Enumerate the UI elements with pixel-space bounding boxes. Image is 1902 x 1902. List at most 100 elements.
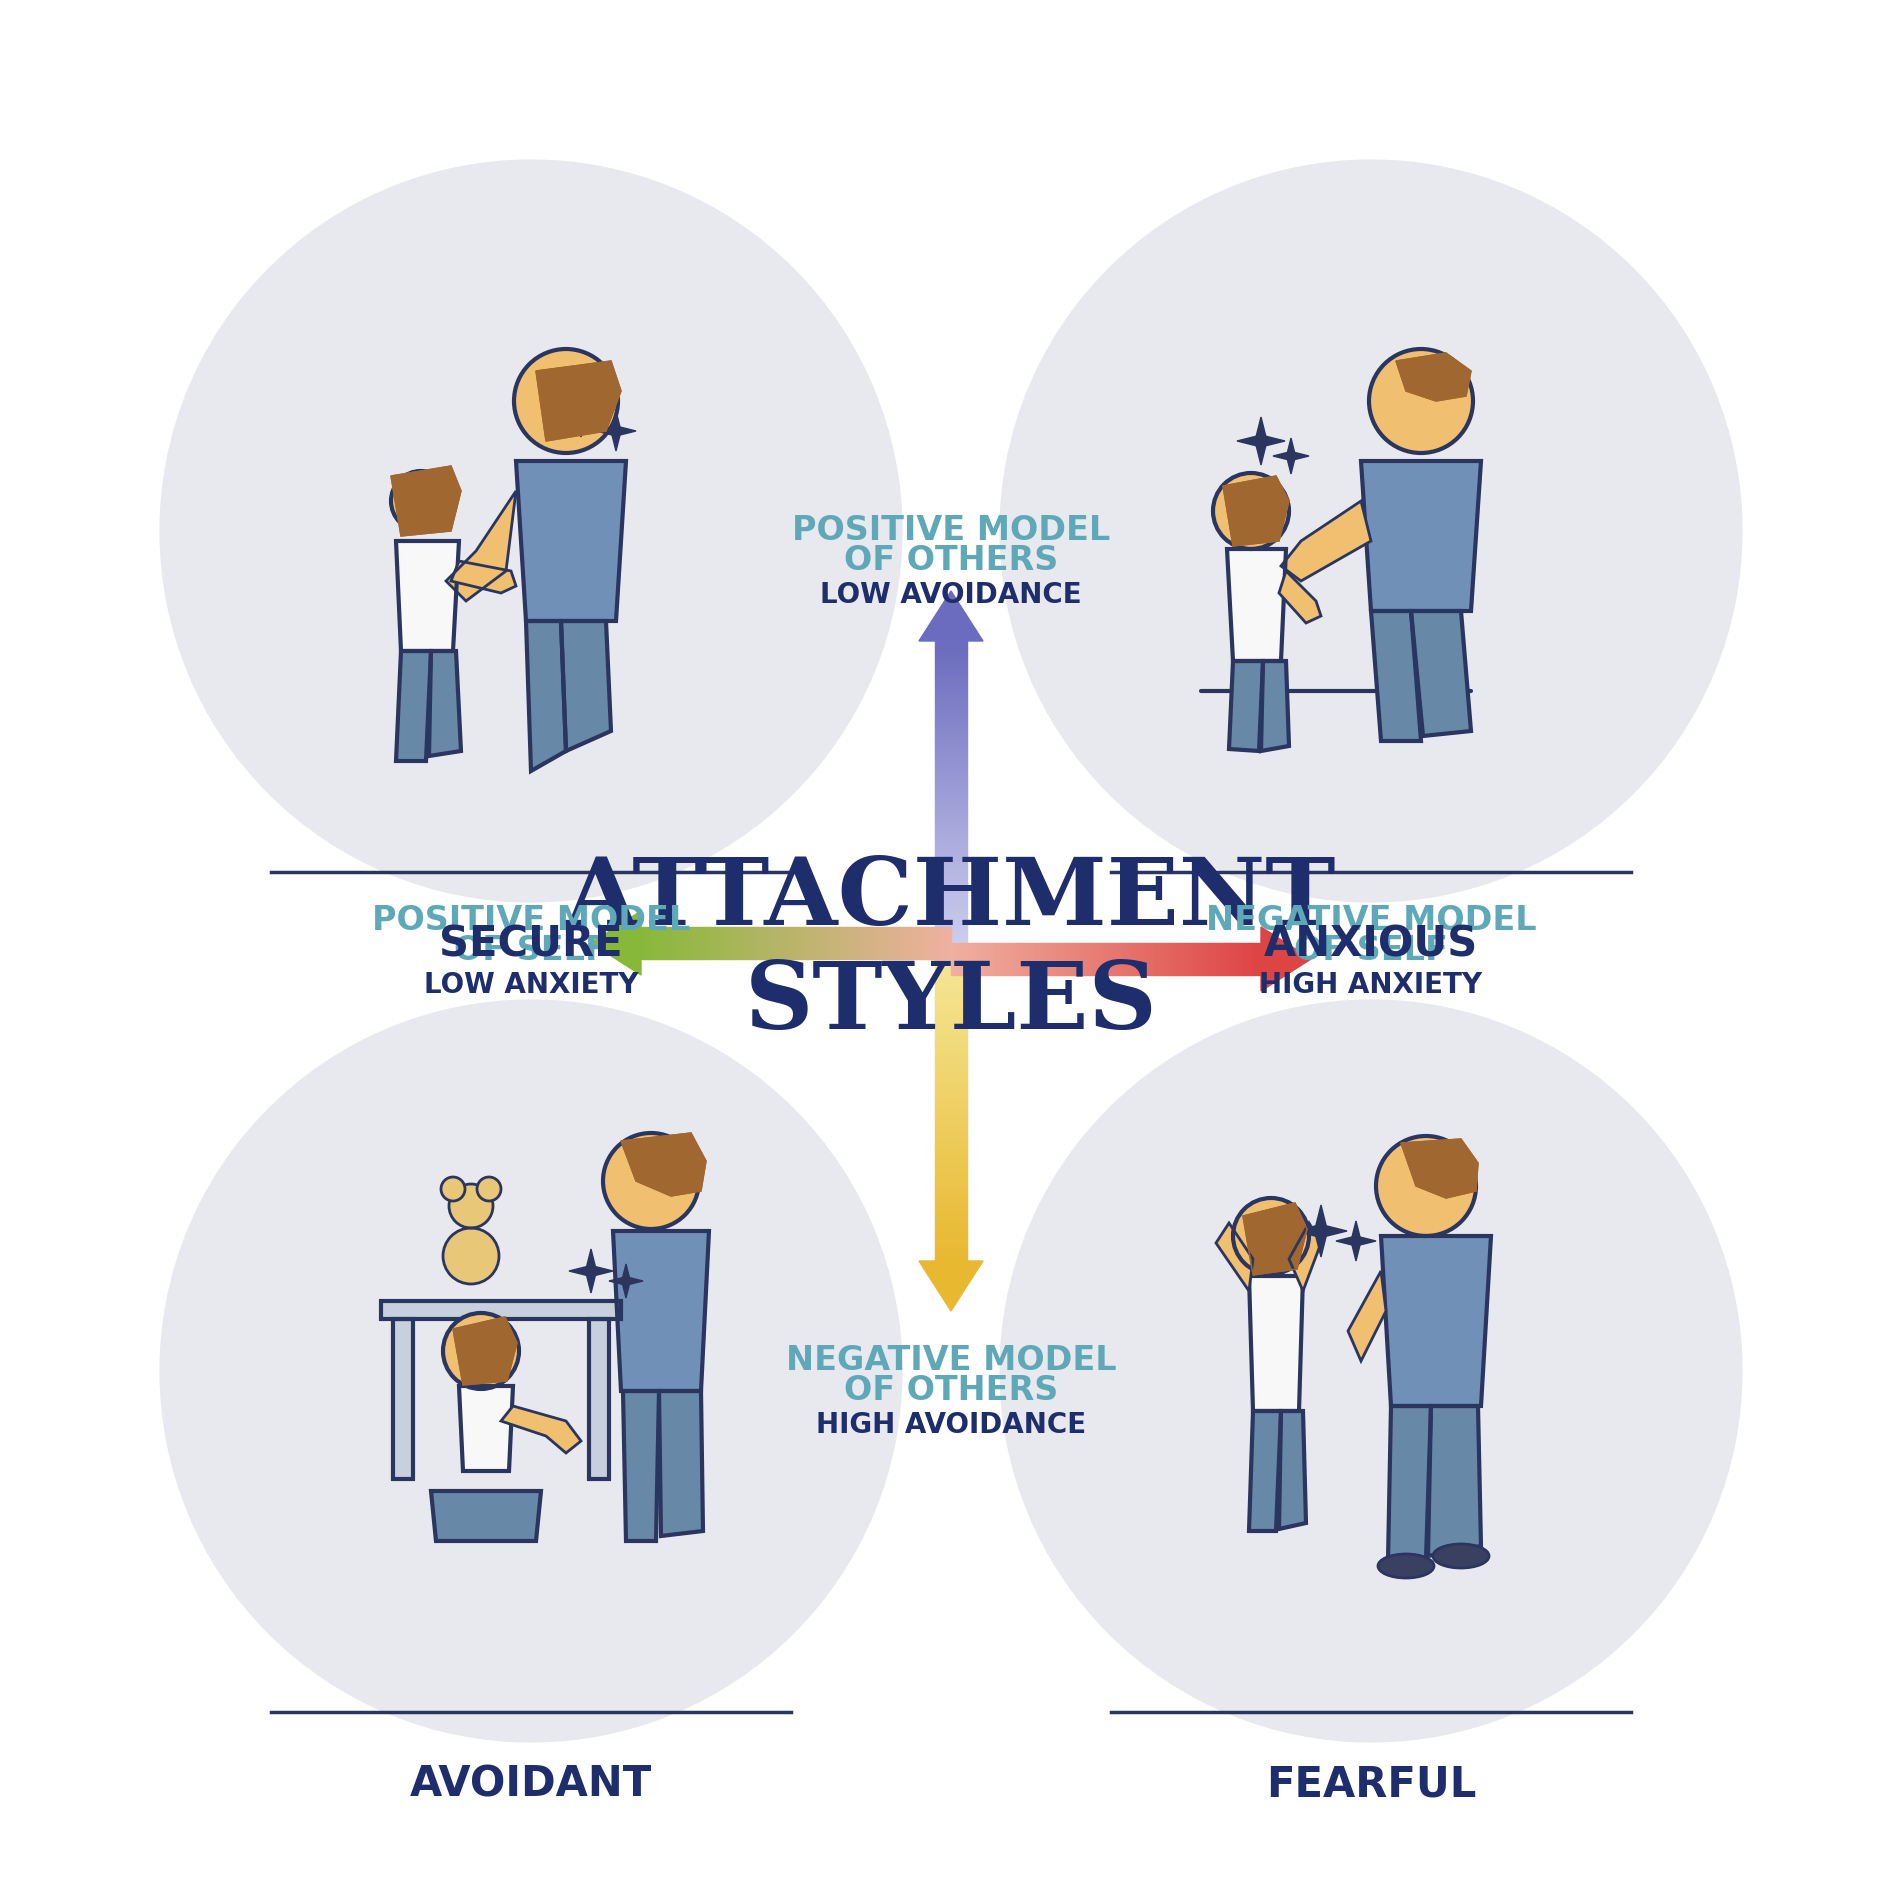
Bar <box>936 670 966 671</box>
Bar <box>1084 943 1086 976</box>
Bar <box>936 784 966 786</box>
Bar <box>660 926 662 959</box>
Polygon shape <box>430 650 460 755</box>
Bar <box>1008 943 1012 976</box>
Bar <box>936 732 966 734</box>
Bar <box>936 902 966 903</box>
Bar <box>936 696 966 698</box>
Bar <box>936 985 966 989</box>
Bar <box>1223 943 1227 976</box>
Bar <box>936 953 966 955</box>
Bar <box>1259 943 1261 976</box>
Bar <box>966 943 968 976</box>
Bar <box>936 656 966 658</box>
Bar <box>1229 943 1231 976</box>
Bar <box>1078 943 1080 976</box>
Bar <box>936 999 966 1000</box>
Bar <box>936 1149 966 1151</box>
Bar <box>749 926 751 959</box>
Bar <box>936 884 966 886</box>
Bar <box>1139 943 1141 976</box>
Polygon shape <box>1295 1225 1347 1238</box>
Polygon shape <box>555 405 607 418</box>
Bar <box>936 1019 966 1021</box>
Bar <box>713 926 715 959</box>
Bar <box>936 719 966 721</box>
Bar <box>936 839 966 841</box>
Bar <box>780 926 782 959</box>
Bar <box>1244 943 1246 976</box>
Bar <box>883 926 884 959</box>
Bar <box>936 825 966 827</box>
Bar <box>936 871 966 873</box>
Bar <box>936 1219 966 1221</box>
Bar <box>827 926 829 959</box>
Polygon shape <box>569 1265 612 1276</box>
Circle shape <box>392 472 451 531</box>
Bar <box>976 943 978 976</box>
Bar <box>936 1059 966 1061</box>
Bar <box>936 694 966 696</box>
Bar <box>936 852 966 854</box>
Polygon shape <box>1290 1223 1322 1291</box>
Bar <box>936 641 966 643</box>
Bar <box>1238 943 1240 976</box>
Bar <box>936 1113 966 1115</box>
Bar <box>936 858 966 860</box>
Polygon shape <box>620 1134 706 1196</box>
Bar <box>825 926 827 959</box>
Bar <box>666 926 668 959</box>
Polygon shape <box>592 911 641 976</box>
Bar <box>936 827 966 829</box>
Bar <box>1212 943 1213 976</box>
Bar <box>936 1172 966 1174</box>
Bar <box>816 926 818 959</box>
Bar <box>936 1038 966 1040</box>
Polygon shape <box>1261 926 1310 991</box>
Bar <box>1059 943 1061 976</box>
Bar <box>1187 943 1189 976</box>
Bar <box>936 727 966 728</box>
Bar <box>1227 943 1229 976</box>
Bar <box>755 926 757 959</box>
Bar <box>890 926 894 959</box>
Polygon shape <box>1349 1271 1387 1362</box>
Bar <box>936 774 966 776</box>
Bar <box>936 740 966 742</box>
Bar <box>936 978 966 980</box>
Bar <box>839 926 841 959</box>
Bar <box>936 803 966 805</box>
Bar <box>936 1096 966 1097</box>
Bar <box>1179 943 1181 976</box>
Bar <box>936 1168 966 1170</box>
Bar <box>913 926 917 959</box>
Bar <box>936 1183 966 1185</box>
Bar <box>1215 943 1217 976</box>
Bar <box>1234 943 1236 976</box>
Circle shape <box>514 348 618 453</box>
Bar <box>922 926 924 959</box>
Bar <box>1092 943 1094 976</box>
Bar <box>1097 943 1099 976</box>
Bar <box>936 1193 966 1194</box>
Bar <box>936 905 966 907</box>
Bar <box>936 1181 966 1183</box>
Bar <box>936 824 966 825</box>
Bar <box>978 943 980 976</box>
Bar <box>936 1092 966 1094</box>
Bar <box>1056 943 1059 976</box>
Bar <box>1253 943 1255 976</box>
Bar <box>824 926 825 959</box>
Bar <box>1128 943 1132 976</box>
Bar <box>936 1231 966 1232</box>
Bar <box>936 856 966 858</box>
Bar <box>955 943 957 976</box>
Bar <box>936 934 966 936</box>
Polygon shape <box>1350 1221 1362 1261</box>
Bar <box>936 841 966 843</box>
Bar <box>1219 943 1221 976</box>
Bar <box>936 786 966 787</box>
Bar <box>1206 943 1208 976</box>
Bar <box>1217 943 1219 976</box>
Bar <box>907 926 909 959</box>
